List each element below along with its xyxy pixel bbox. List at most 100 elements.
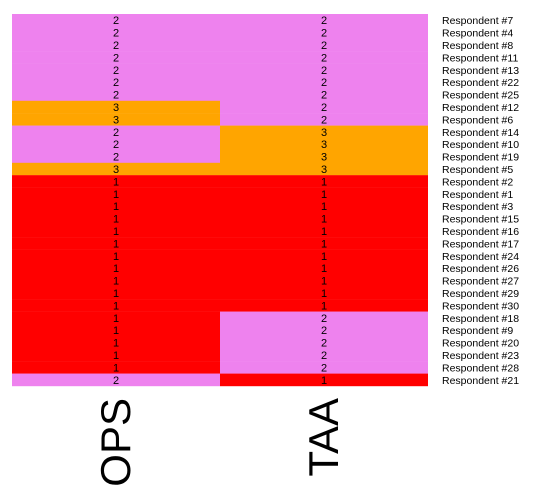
cell-value: 1 [113, 238, 119, 250]
row-label: Respondent #4 [442, 28, 513, 40]
heatmap-cell [12, 200, 220, 213]
cell-value: 1 [113, 214, 119, 226]
cell-value: 1 [321, 214, 327, 226]
row-label: Respondent #16 [442, 226, 519, 238]
row-label: Respondent #20 [442, 338, 519, 350]
row-label: Respondent #22 [442, 77, 519, 89]
heatmap-cell [12, 361, 220, 374]
row-label: Respondent #26 [442, 263, 519, 275]
heatmap-cell [220, 249, 428, 263]
cell-value: 1 [321, 300, 327, 312]
cell-value: 2 [321, 90, 327, 102]
heatmap-cell [220, 51, 428, 64]
heatmap-cell [220, 299, 428, 312]
cell-value: 3 [321, 164, 327, 176]
cell-value: 2 [321, 77, 327, 89]
cell-value: 2 [321, 362, 327, 374]
heatmap-cell [12, 262, 220, 275]
cell-value: 2 [321, 40, 327, 52]
heatmap-cell [220, 26, 428, 39]
cell-value: 1 [113, 226, 119, 238]
heatmap-cell [220, 38, 428, 52]
heatmap-cell [12, 100, 220, 114]
heatmap-cell [220, 138, 428, 151]
heatmap-cell [220, 361, 428, 374]
cell-value: 1 [321, 375, 327, 387]
column-labels: OPS TAA [92, 398, 347, 487]
cell-value: 2 [321, 313, 327, 325]
cell-value: 1 [113, 338, 119, 350]
heatmap-cell [220, 100, 428, 114]
row-label: Respondent #3 [442, 201, 513, 213]
row-label: Respondent #27 [442, 276, 519, 288]
heatmap-cell [220, 237, 428, 250]
heatmap-cell [220, 150, 428, 163]
row-label: Respondent #21 [442, 375, 519, 387]
cell-value: 3 [321, 127, 327, 139]
heatmap-cell [12, 125, 220, 139]
cell-value: 1 [113, 251, 119, 263]
cell-value: 1 [113, 263, 119, 275]
heatmap-cell [12, 299, 220, 312]
heatmap-cell [220, 113, 428, 126]
heatmap-cell [220, 88, 428, 101]
column-label: TAA [300, 398, 347, 477]
cell-value: 2 [321, 102, 327, 114]
cell-value: 2 [113, 15, 119, 27]
row-label: Respondent #6 [442, 114, 513, 126]
heatmap-cells [12, 14, 428, 387]
heatmap-cell [12, 175, 220, 188]
heatmap-cell [12, 150, 220, 163]
row-label: Respondent #19 [442, 152, 519, 164]
cell-value: 1 [113, 176, 119, 188]
heatmap-cell [12, 187, 220, 201]
cell-value: 2 [321, 28, 327, 40]
row-label: Respondent #17 [442, 238, 519, 250]
row-label: Respondent #11 [442, 52, 518, 64]
cell-value: 2 [113, 152, 119, 164]
cell-value: 1 [321, 189, 327, 201]
cell-value: 1 [321, 276, 327, 288]
cell-value: 3 [113, 114, 119, 126]
heatmap-cell [12, 348, 220, 362]
cell-value: 3 [113, 164, 119, 176]
heatmap-cell [220, 14, 428, 27]
heatmap-cell [12, 162, 220, 176]
cell-value: 1 [321, 288, 327, 300]
heatmap-cell [220, 324, 428, 337]
cell-value: 1 [113, 189, 119, 201]
heatmap-cell [220, 125, 428, 139]
cell-value: 1 [321, 238, 327, 250]
cell-value: 1 [321, 201, 327, 213]
heatmap-cell [220, 224, 428, 238]
cell-value: 2 [113, 90, 119, 102]
cell-value: 2 [113, 65, 119, 77]
heatmap-cell [220, 274, 428, 287]
heatmap-cell [12, 237, 220, 250]
cell-value: 2 [321, 114, 327, 126]
cell-value: 1 [113, 300, 119, 312]
cell-value: 3 [113, 102, 119, 114]
heatmap-cell [12, 249, 220, 263]
heatmap-cell [12, 113, 220, 126]
cell-value: 3 [321, 152, 327, 164]
heatmap-cell [12, 212, 220, 225]
heatmap-cell [220, 187, 428, 201]
cell-value: 2 [113, 52, 119, 64]
heatmap-cell [220, 76, 428, 89]
row-label: Respondent #2 [442, 176, 513, 188]
row-label: Respondent #24 [442, 251, 519, 263]
heatmap-cell [220, 336, 428, 349]
row-label: Respondent #12 [442, 102, 519, 114]
heatmap-cell [220, 200, 428, 213]
row-label: Respondent #13 [442, 65, 519, 77]
cell-value: 1 [113, 201, 119, 213]
row-label: Respondent #14 [442, 127, 519, 139]
heatmap-cell [12, 38, 220, 52]
row-label: Respondent #5 [442, 164, 513, 176]
row-label: Respondent #10 [442, 139, 519, 151]
row-label: Respondent #23 [442, 350, 519, 362]
heatmap-cell [12, 138, 220, 151]
